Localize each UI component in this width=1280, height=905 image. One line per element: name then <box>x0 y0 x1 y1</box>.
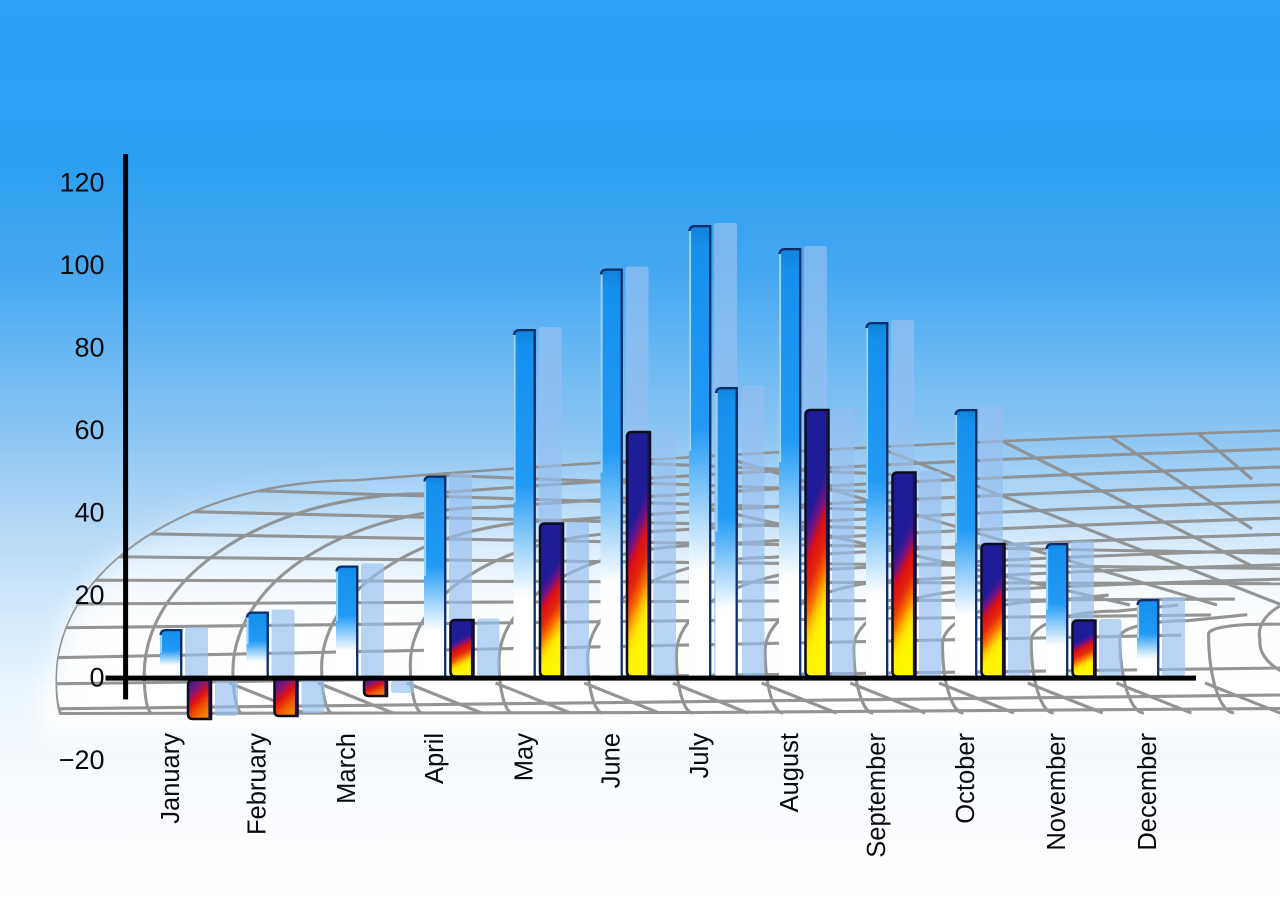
svg-text:July: July <box>686 733 714 779</box>
svg-text:June: June <box>598 733 626 788</box>
svg-text:March: March <box>333 733 361 804</box>
svg-text:October: October <box>952 733 980 824</box>
svg-text:80: 80 <box>74 332 104 362</box>
svg-text:December: December <box>1134 733 1162 851</box>
svg-text:−20: −20 <box>59 745 105 775</box>
svg-text:40: 40 <box>74 497 104 527</box>
svg-text:60: 60 <box>74 415 104 445</box>
svg-text:120: 120 <box>59 167 104 197</box>
svg-text:0: 0 <box>89 662 104 692</box>
svg-text:May: May <box>511 733 539 781</box>
svg-text:April: April <box>421 733 449 784</box>
svg-text:November: November <box>1043 733 1071 851</box>
svg-text:September: September <box>863 733 891 858</box>
svg-text:100: 100 <box>59 250 104 280</box>
svg-text:February: February <box>244 733 272 835</box>
svg-text:January: January <box>157 733 185 824</box>
svg-text:August: August <box>776 733 804 812</box>
svg-text:20: 20 <box>74 580 104 610</box>
